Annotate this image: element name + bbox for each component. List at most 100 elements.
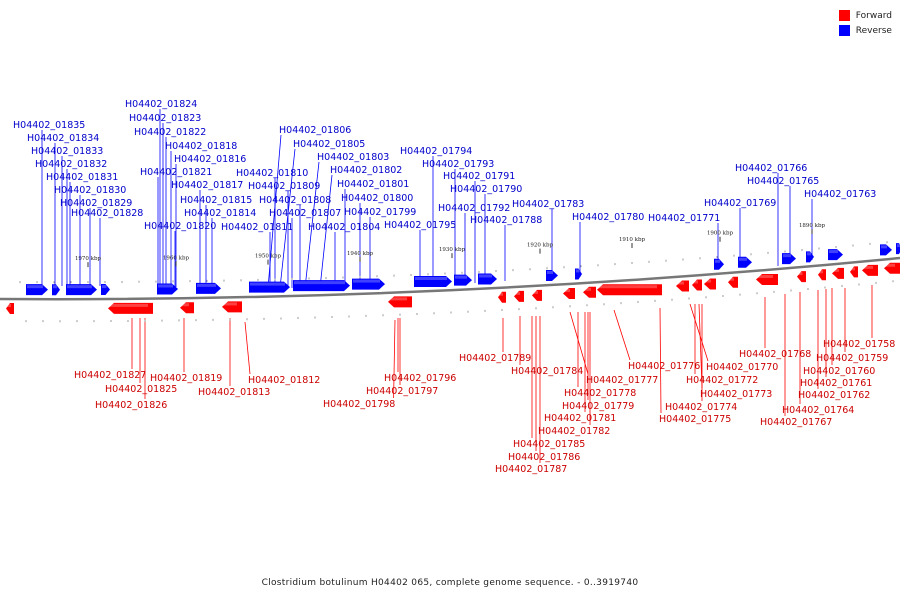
forward-gene-12[interactable]: [692, 279, 702, 291]
reverse-gene-6[interactable]: [249, 281, 290, 293]
forward-gene-label[interactable]: H04402_01827: [74, 370, 146, 381]
forward-gene-label[interactable]: H04402_01772: [686, 375, 758, 386]
forward-gene-14[interactable]: [728, 276, 738, 288]
forward-gene-16[interactable]: [797, 271, 806, 283]
reverse-gene-label[interactable]: H04402_01800: [341, 193, 413, 204]
reverse-gene-label[interactable]: H04402_01835: [13, 120, 85, 131]
forward-gene-19[interactable]: [850, 266, 858, 278]
reverse-gene-label[interactable]: H04402_01808: [259, 195, 331, 206]
reverse-gene-label[interactable]: H04402_01805: [293, 139, 365, 150]
reverse-gene-label[interactable]: H04402_01816: [174, 154, 246, 165]
forward-gene-label[interactable]: H04402_01762: [798, 390, 870, 401]
reverse-gene-label[interactable]: H04402_01804: [308, 222, 380, 233]
reverse-gene-7[interactable]: [293, 280, 350, 292]
forward-gene-label[interactable]: H04402_01786: [508, 452, 580, 463]
reverse-gene-0[interactable]: [26, 284, 48, 296]
forward-gene-1[interactable]: [108, 302, 153, 314]
forward-gene-13[interactable]: [704, 278, 716, 290]
forward-gene-label[interactable]: H04402_01770: [706, 362, 778, 373]
forward-gene-label[interactable]: H04402_01812: [248, 375, 320, 386]
reverse-gene-label[interactable]: H04402_01815: [180, 195, 252, 206]
forward-gene-label[interactable]: H04402_01774: [665, 402, 737, 413]
reverse-gene-label[interactable]: H04402_01794: [400, 146, 472, 157]
reverse-gene-label[interactable]: H04402_01806: [279, 125, 351, 136]
forward-gene-8[interactable]: [563, 288, 575, 300]
forward-gene-0[interactable]: [6, 303, 14, 315]
reverse-gene-label[interactable]: H04402_01814: [184, 208, 256, 219]
reverse-gene-label[interactable]: H04402_01829: [60, 198, 132, 209]
reverse-gene-8[interactable]: [352, 278, 385, 290]
reverse-gene-17[interactable]: [806, 251, 814, 263]
forward-gene-3[interactable]: [222, 301, 242, 313]
forward-gene-label[interactable]: H04402_01768: [739, 349, 811, 360]
forward-gene-label[interactable]: H04402_01819: [150, 373, 222, 384]
reverse-gene-label[interactable]: H04402_01824: [125, 99, 197, 110]
reverse-gene-4[interactable]: [157, 283, 178, 295]
forward-gene-label[interactable]: H04402_01826: [95, 400, 167, 411]
forward-gene-21[interactable]: [884, 262, 900, 274]
forward-gene-label[interactable]: H04402_01773: [700, 389, 772, 400]
reverse-gene-label[interactable]: H04402_01780: [572, 212, 644, 223]
reverse-gene-20[interactable]: [896, 243, 900, 255]
forward-gene-label[interactable]: H04402_01760: [803, 366, 875, 377]
reverse-gene-11[interactable]: [478, 273, 497, 285]
reverse-gene-5[interactable]: [196, 282, 221, 294]
forward-gene-label[interactable]: H04402_01784: [511, 366, 583, 377]
reverse-gene-label[interactable]: H04402_01811: [221, 222, 293, 233]
forward-gene-7[interactable]: [532, 289, 542, 301]
reverse-gene-label[interactable]: H04402_01803: [317, 152, 389, 163]
reverse-gene-label[interactable]: H04402_01790: [450, 184, 522, 195]
forward-gene-18[interactable]: [832, 267, 844, 279]
reverse-gene-label[interactable]: H04402_01809: [248, 181, 320, 192]
reverse-gene-1[interactable]: [52, 284, 60, 296]
reverse-gene-label[interactable]: H04402_01801: [337, 179, 409, 190]
forward-gene-label[interactable]: H04402_01798: [323, 399, 395, 410]
forward-gene-20[interactable]: [862, 264, 878, 276]
reverse-gene-3[interactable]: [101, 284, 110, 296]
reverse-gene-label[interactable]: H04402_01834: [27, 133, 99, 144]
reverse-gene-label[interactable]: H04402_01792: [438, 203, 510, 214]
forward-gene-label[interactable]: H04402_01778: [564, 388, 636, 399]
reverse-gene-12[interactable]: [546, 269, 558, 281]
reverse-gene-label[interactable]: H04402_01766: [735, 163, 807, 174]
forward-gene-label[interactable]: H04402_01813: [198, 387, 270, 398]
forward-gene-label[interactable]: H04402_01775: [659, 414, 731, 425]
reverse-gene-label[interactable]: H04402_01799: [344, 207, 416, 218]
reverse-gene-label[interactable]: H04402_01765: [747, 176, 819, 187]
forward-gene-4[interactable]: [388, 296, 412, 308]
reverse-gene-label[interactable]: H04402_01807: [269, 208, 341, 219]
forward-gene-label[interactable]: H04402_01796: [384, 373, 456, 384]
reverse-gene-9[interactable]: [414, 276, 452, 288]
forward-gene-label[interactable]: H04402_01789: [459, 353, 531, 364]
reverse-gene-19[interactable]: [880, 244, 892, 256]
forward-gene-9[interactable]: [583, 286, 596, 298]
reverse-gene-label[interactable]: H04402_01832: [35, 159, 107, 170]
reverse-gene-label[interactable]: H04402_01823: [129, 113, 201, 124]
forward-gene-label[interactable]: H04402_01779: [562, 401, 634, 412]
reverse-gene-15[interactable]: [738, 256, 752, 268]
reverse-gene-label[interactable]: H04402_01833: [31, 146, 103, 157]
forward-gene-label[interactable]: H04402_01767: [760, 417, 832, 428]
reverse-gene-label[interactable]: H04402_01791: [443, 171, 515, 182]
reverse-gene-18[interactable]: [828, 249, 843, 261]
forward-gene-2[interactable]: [180, 302, 194, 314]
forward-gene-label[interactable]: H04402_01797: [366, 386, 438, 397]
reverse-gene-label[interactable]: H04402_01783: [512, 199, 584, 210]
forward-gene-label[interactable]: H04402_01782: [538, 426, 610, 437]
forward-gene-label[interactable]: H04402_01764: [782, 405, 854, 416]
forward-gene-10[interactable]: [597, 284, 662, 296]
reverse-gene-10[interactable]: [454, 274, 472, 286]
reverse-gene-label[interactable]: H04402_01795: [384, 220, 456, 231]
reverse-gene-label[interactable]: H04402_01821: [140, 167, 212, 178]
forward-gene-label[interactable]: H04402_01781: [544, 413, 616, 424]
forward-gene-label[interactable]: H04402_01825: [105, 384, 177, 395]
reverse-gene-label[interactable]: H04402_01817: [171, 180, 243, 191]
forward-gene-6[interactable]: [514, 290, 524, 302]
forward-gene-label[interactable]: H04402_01761: [800, 378, 872, 389]
reverse-gene-label[interactable]: H04402_01802: [330, 165, 402, 176]
reverse-gene-label[interactable]: H04402_01788: [470, 215, 542, 226]
reverse-gene-16[interactable]: [782, 253, 796, 265]
reverse-gene-2[interactable]: [66, 284, 97, 296]
reverse-gene-13[interactable]: [575, 268, 582, 280]
forward-gene-label[interactable]: H04402_01759: [816, 353, 888, 364]
